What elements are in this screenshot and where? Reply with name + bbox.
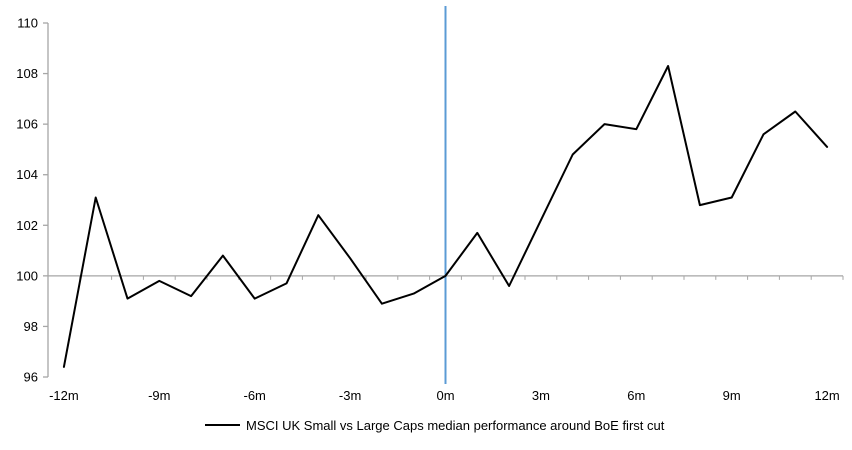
- x-tick-label: -12m: [49, 388, 79, 403]
- legend-label: MSCI UK Small vs Large Caps median perfo…: [246, 418, 665, 433]
- x-tick-label: -3m: [339, 388, 361, 403]
- x-tick-label: 3m: [532, 388, 550, 403]
- x-tick-label: 0m: [436, 388, 454, 403]
- axis-labels-group: 96 98 100 102 104 106 108 110 -12m -9m -6m -3m 0m 3m 6…: [16, 16, 839, 404]
- series-group: [62, 65, 829, 368]
- y-tick-label: 100: [16, 268, 38, 283]
- y-tick-label: 102: [16, 218, 38, 233]
- y-tick-label: 106: [16, 117, 38, 132]
- x-tick-label: 12m: [814, 388, 839, 403]
- x-tick-label: 6m: [627, 388, 645, 403]
- y-tick-label: 96: [24, 370, 38, 385]
- x-tick-label: -9m: [148, 388, 170, 403]
- y-tick-label: 98: [24, 319, 38, 334]
- y-tick-label: 108: [16, 66, 38, 81]
- y-tick-label: 104: [16, 167, 38, 182]
- x-tick-label: -6m: [244, 388, 266, 403]
- legend: MSCI UK Small vs Large Caps median perfo…: [205, 418, 665, 433]
- x-tick-label: 9m: [723, 388, 741, 403]
- data-line-series: [62, 65, 829, 368]
- y-tick-label: 110: [17, 16, 38, 31]
